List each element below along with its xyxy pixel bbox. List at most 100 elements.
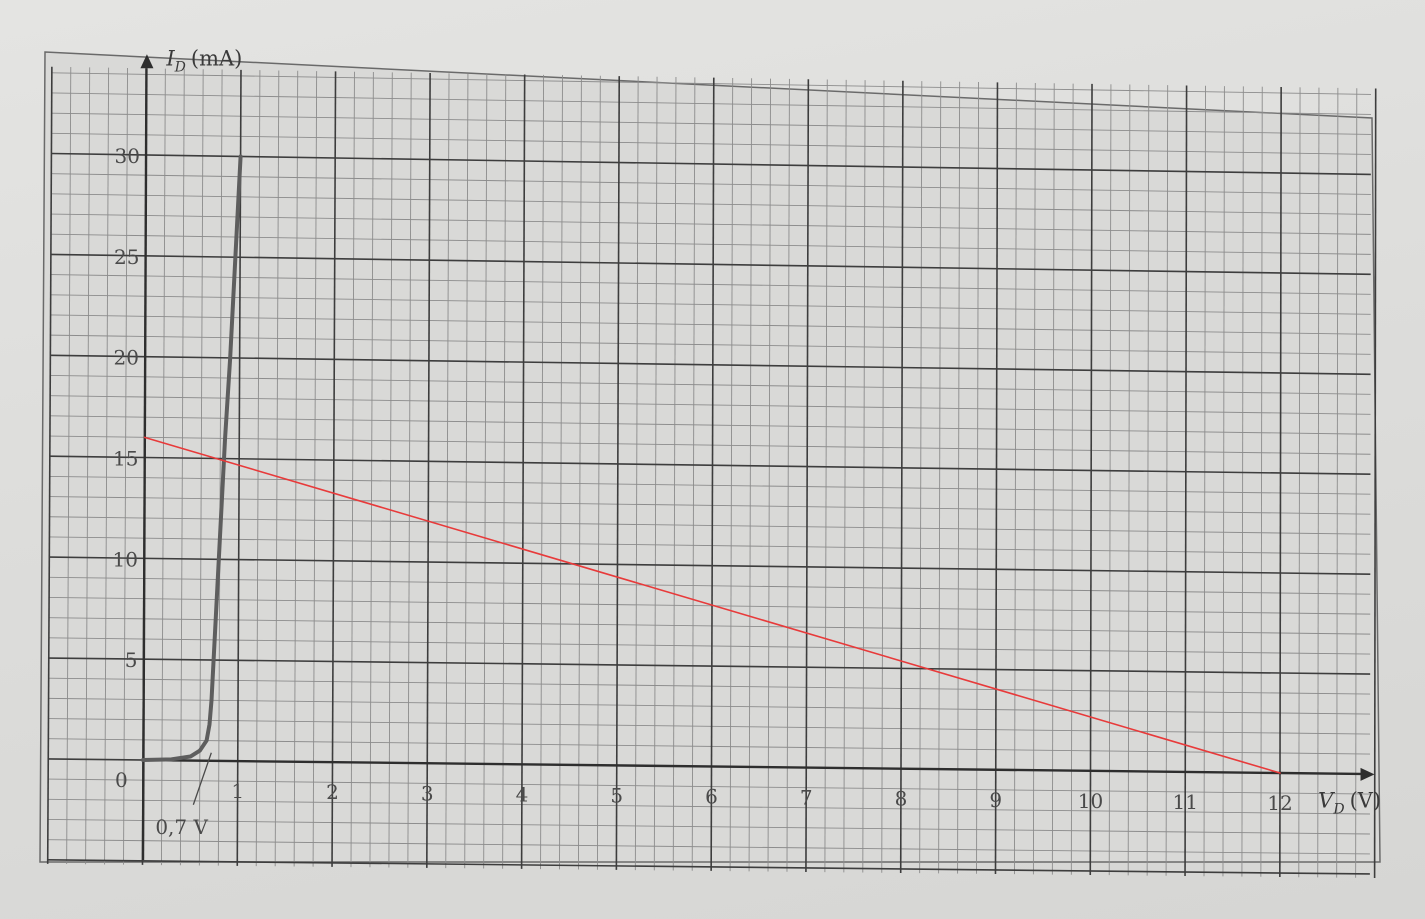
x-axis-subscript: D (1332, 801, 1344, 817)
minor-gridline-v (407, 72, 412, 868)
minor-gridline-h (51, 92, 1371, 115)
minor-gridline-v (350, 71, 355, 868)
minor-gridline-h (51, 112, 1371, 135)
y-tick-label: 25 (114, 245, 139, 269)
minor-gridline-v (938, 81, 942, 874)
major-gridline-h (49, 455, 1371, 476)
minor-gridline-v (653, 76, 658, 871)
y-tick-label: 30 (115, 144, 140, 168)
series-layer (141, 154, 1281, 774)
minor-gridline-v (66, 67, 72, 865)
minor-gridline-v (1108, 84, 1112, 876)
minor-gridline-h (49, 516, 1371, 535)
minor-gridline-v (1336, 87, 1339, 878)
minor-gridline-h (49, 597, 1371, 615)
minor-gridline-v (1032, 82, 1036, 875)
minor-gridline-v (1260, 86, 1263, 877)
minor-gridline-h (49, 475, 1371, 495)
x-axis-label: VD (V) (1318, 788, 1381, 817)
major-gridline-h (51, 152, 1371, 176)
minor-gridline-v (502, 74, 507, 869)
minor-gridline-h (51, 132, 1371, 155)
y-tick-label: 15 (113, 447, 138, 471)
minor-gridline-h (50, 334, 1371, 355)
minor-gridline-v (1013, 82, 1017, 875)
minor-gridline-v (729, 77, 734, 872)
minor-gridline-v (179, 68, 185, 866)
major-gridline-v (236, 69, 242, 866)
minor-gridline-v (1146, 84, 1150, 876)
minor-gridline-v (919, 81, 923, 874)
minor-gridline-v (748, 78, 753, 872)
x-tick-label: 4 (516, 782, 529, 806)
minor-gridline-v (540, 74, 545, 870)
minor-gridline-h (50, 395, 1371, 415)
minor-gridline-h (51, 213, 1371, 235)
minor-gridline-v (123, 67, 128, 865)
x-tick-label: 5 (610, 783, 623, 807)
major-gridline-v (520, 74, 526, 869)
x-tick-label: 3 (421, 781, 434, 805)
minor-gridline-v (976, 82, 980, 874)
minor-gridline-h (48, 617, 1371, 635)
minor-gridline-h (48, 697, 1371, 715)
major-gridline-v (994, 82, 999, 874)
x-axis-line (142, 758, 1361, 776)
major-gridline-v (1089, 83, 1093, 875)
minor-gridline-h (47, 839, 1370, 855)
minor-gridline-v (1165, 85, 1169, 876)
x-tick-label: 2 (326, 780, 339, 804)
minor-gridline-v (767, 78, 771, 872)
major-gridline-h (49, 556, 1371, 575)
minor-gridline-h (48, 677, 1371, 695)
x-axis-symbol: V (1318, 788, 1335, 812)
paper-background (39, 51, 1381, 863)
minor-gridline-v (824, 79, 828, 873)
minor-gridline-v (559, 75, 563, 870)
y-axis-unit: (mA) (191, 46, 242, 70)
y-tick-label: 20 (114, 346, 139, 370)
minor-gridline-h (48, 718, 1371, 735)
minor-gridline-v (1127, 84, 1131, 876)
major-gridline-v (805, 79, 810, 872)
minor-gridline-h (47, 819, 1370, 835)
minor-gridline-v (369, 72, 374, 868)
minor-grid (47, 67, 1371, 878)
minor-gridline-h (51, 173, 1371, 195)
minor-gridline-v (596, 75, 601, 870)
major-gridline-h (50, 354, 1371, 376)
minor-gridline-v (691, 77, 696, 871)
minor-gridline-v (274, 70, 280, 867)
minor-gridline-v (198, 69, 204, 866)
minor-gridline-v (312, 71, 318, 867)
minor-gridline-h (50, 294, 1371, 315)
major-gridline-v (426, 72, 431, 868)
y-tick-label: 10 (113, 547, 138, 571)
minor-gridline-v (388, 72, 393, 868)
minor-gridline-v (293, 70, 299, 867)
minor-gridline-v (1222, 86, 1225, 877)
x-axis-unit: (V) (1350, 788, 1382, 812)
minor-gridline-v (957, 81, 961, 874)
y-axis-label: ID (mA) (165, 46, 242, 75)
minor-gridline-v (1298, 87, 1301, 878)
minor-gridline-v (85, 67, 91, 865)
minor-gridline-v (483, 73, 488, 869)
major-gridline-v (46, 66, 53, 864)
minor-gridline-v (104, 67, 110, 865)
x-tick-label: 11 (1173, 790, 1198, 814)
minor-gridline-h (48, 637, 1371, 655)
minor-gridline-v (1203, 85, 1206, 877)
major-gridline-h (48, 657, 1371, 675)
x-tick-label: 1 (231, 779, 244, 803)
minor-gridline-v (862, 80, 866, 873)
minor-gridline-v (160, 68, 166, 866)
minor-gridline-v (881, 80, 885, 873)
minor-gridline-v (843, 79, 847, 873)
minor-gridline-v (464, 73, 469, 869)
minor-gridline-h (48, 778, 1370, 795)
minor-gridline-h (50, 233, 1371, 255)
